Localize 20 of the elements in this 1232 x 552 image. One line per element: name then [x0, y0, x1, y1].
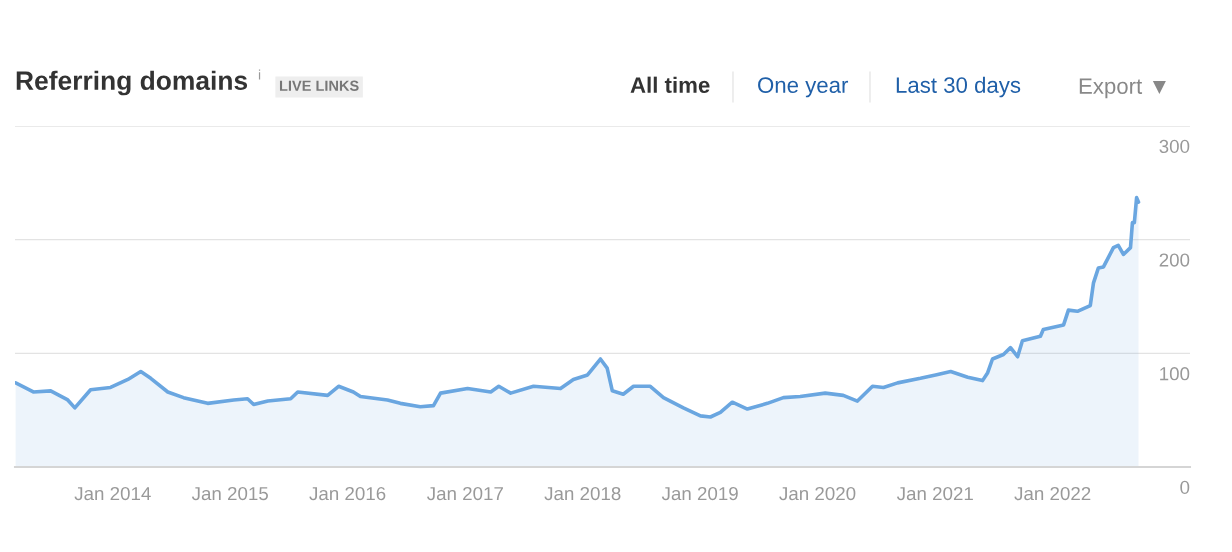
y-tick-label: 300: [1159, 139, 1190, 154]
x-tick-label: Jan 2016: [309, 486, 386, 501]
text: Export ▼: [1079, 78, 1166, 99]
y-tick-label: 0: [1180, 480, 1190, 495]
x-tick-label: Jan 2019: [661, 486, 738, 501]
x-tick-label: Jan 2021: [896, 486, 973, 501]
y-tick-label: 200: [1159, 253, 1190, 267]
text: All time: [630, 76, 710, 93]
x-tick-label: Jan 2020: [779, 486, 856, 501]
text: Last 30 days: [896, 76, 1021, 98]
x-tick-label: Jan 2015: [191, 486, 268, 501]
chart-title: Referring domains: [16, 70, 248, 96]
text: LIVE LINKS: [279, 80, 359, 91]
x-tick-label: Jan 2022: [1014, 486, 1091, 501]
text: i: [258, 69, 261, 80]
x-tick-label: Jan 2018: [544, 486, 621, 501]
text: One year: [758, 77, 849, 98]
y-tick-label: 100: [1160, 367, 1190, 381]
x-tick-label: Jan 2017: [427, 486, 503, 501]
x-tick-label: Jan 2014: [74, 486, 151, 501]
